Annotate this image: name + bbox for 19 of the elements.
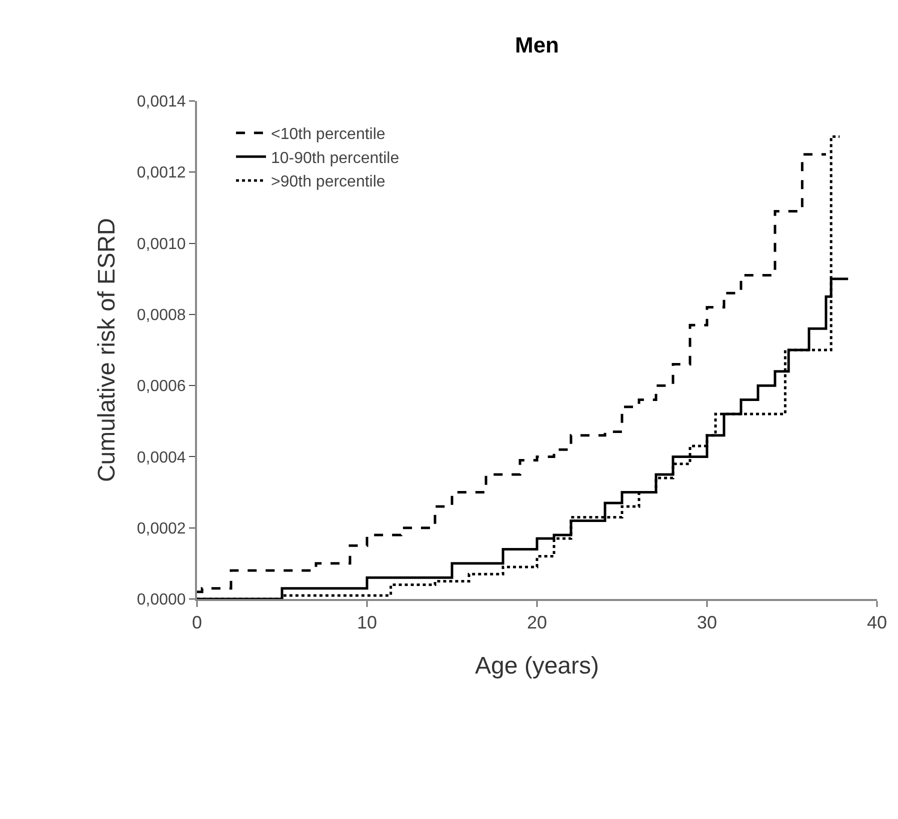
legend-label: >90th percentile <box>271 174 386 191</box>
y-tick-label: 0,0006 <box>136 378 186 396</box>
y-tick-label: 0,0012 <box>136 164 186 182</box>
x-tick-label: 30 <box>696 612 718 633</box>
y-axis-title: Cumulative risk of ESRD <box>93 218 120 482</box>
y-tick-label: 0,0002 <box>136 520 186 538</box>
y-tick-label: 0,0010 <box>136 236 186 253</box>
legend-label: <10th percentile <box>271 126 386 144</box>
y-tick-label: 0,0008 <box>136 307 186 324</box>
x-tick-label: 0 <box>192 612 202 633</box>
y-tick-label: 0,0000 <box>136 592 186 609</box>
y-tick-label: 0,0004 <box>136 449 186 466</box>
x-tick-label: 20 <box>526 612 548 633</box>
legend-label: 10-90th percentile <box>271 150 400 167</box>
x-axis-title: Age (years) <box>474 652 600 680</box>
x-tick-label: 10 <box>356 612 378 633</box>
x-tick-label: 40 <box>866 612 888 633</box>
chart-title: Men <box>515 32 559 58</box>
y-tick-label: 0,0014 <box>136 94 186 111</box>
